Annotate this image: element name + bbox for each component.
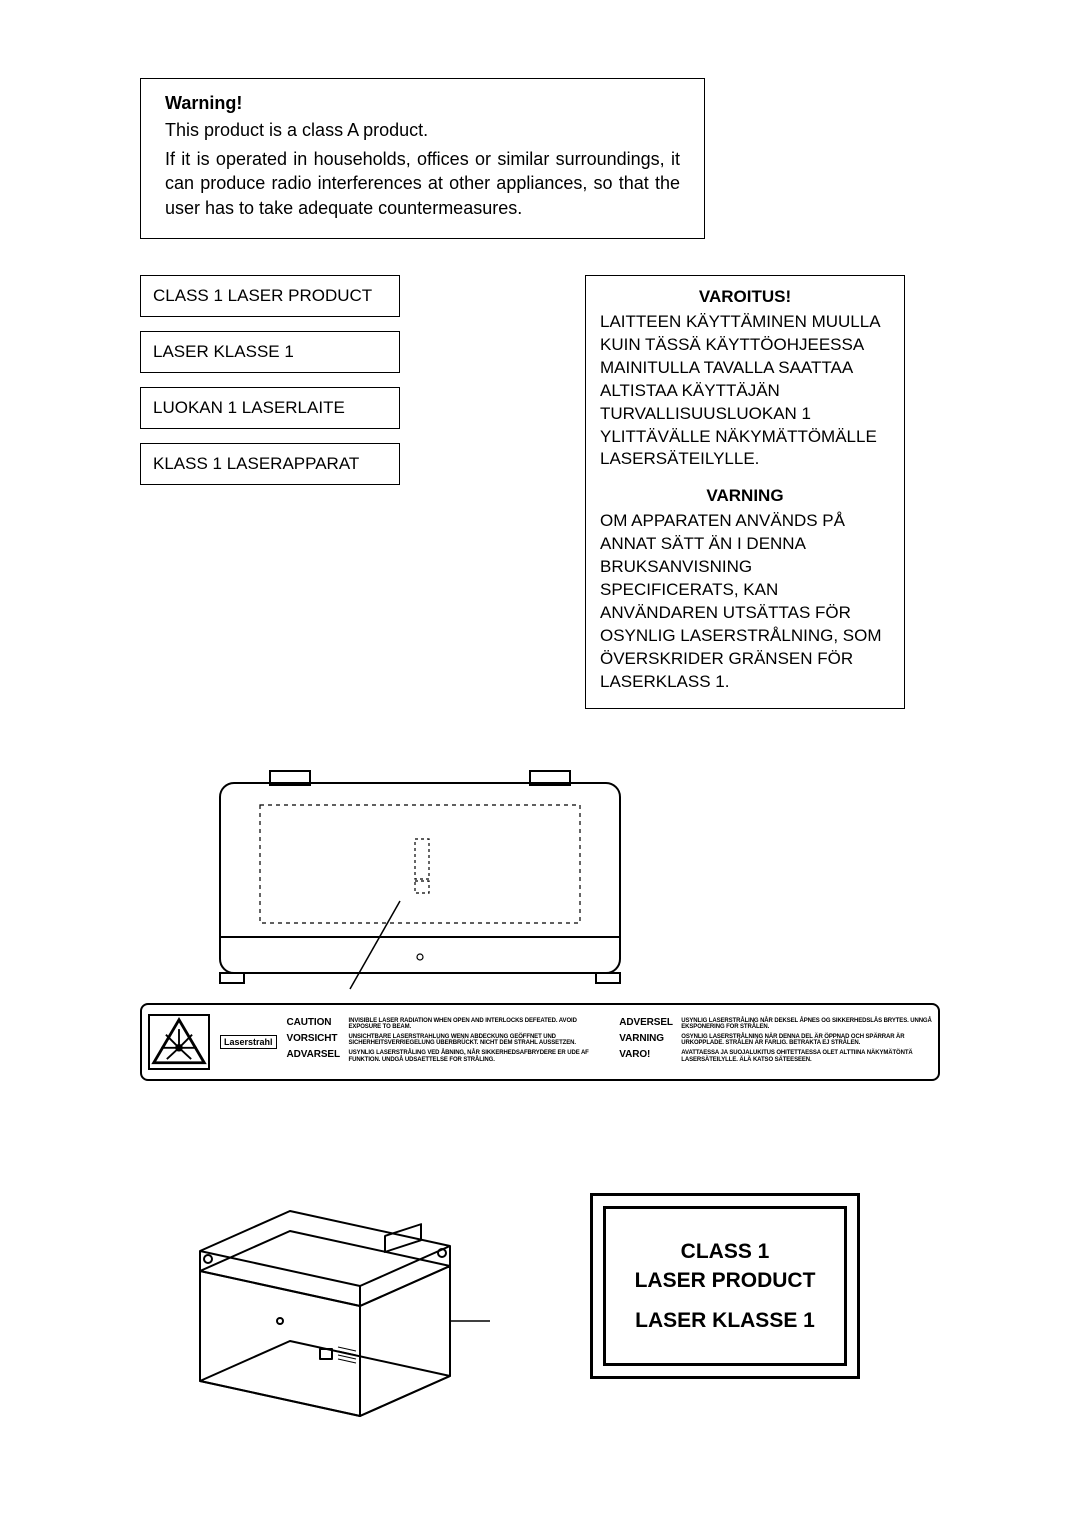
caution-body-text: OSYNLIG LASERSTRÅLNING NÄR DENNA DEL ÄR …: [681, 1034, 932, 1047]
warning-line1: This product is a class A product.: [165, 120, 680, 141]
printer-iso-icon: [160, 1151, 490, 1421]
class1-line1: CLASS 1: [624, 1237, 826, 1266]
caution-text-columns: CAUTION INVISIBLE LASER RADIATION WHEN O…: [287, 1018, 932, 1067]
caution-body-text: USYNLIG LASERSTRÅLING VED ÅBNING, NÅR SI…: [349, 1050, 600, 1063]
nordic-warning-box: VAROITUS! LAITTEEN KÄYTTÄMINEN MUULLA KU…: [585, 275, 905, 709]
laserstrahl-tag: Laserstrahl: [220, 1035, 277, 1049]
laser-class-box: LUOKAN 1 LASERLAITE: [140, 387, 400, 429]
laser-class-box: CLASS 1 LASER PRODUCT: [140, 275, 400, 317]
caution-col-left: CAUTION INVISIBLE LASER RADIATION WHEN O…: [287, 1018, 600, 1067]
printer-isometric-diagram: [160, 1151, 490, 1421]
caution-row: VORSICHT UNSICHTBARE LASERSTRAHLUNG WENN…: [287, 1034, 600, 1047]
laser-hazard-icon: [148, 1014, 210, 1070]
mid-row: CLASS 1 LASER PRODUCT LASER KLASSE 1 LUO…: [140, 275, 940, 709]
warning-line2: If it is operated in households, offices…: [165, 147, 680, 220]
schematic-section: Laserstrahl CAUTION INVISIBLE LASER RADI…: [140, 761, 940, 1081]
warning-box: Warning! This product is a class A produ…: [140, 78, 705, 239]
class1-line2: LASER PRODUCT: [624, 1266, 826, 1295]
warning-heading: Warning!: [165, 93, 680, 114]
caution-body-text: USYNLIG LASERSTRÅLING NÅR DEKSEL ÅPNES O…: [681, 1018, 932, 1031]
caution-label: Laserstrahl CAUTION INVISIBLE LASER RADI…: [140, 1003, 940, 1081]
varoitus-heading: VAROITUS!: [600, 286, 890, 309]
class1-line3: LASER KLASSE 1: [624, 1306, 826, 1335]
laser-class-box: LASER KLASSE 1: [140, 331, 400, 373]
printer-top-diagram: [210, 761, 630, 991]
caution-row: CAUTION INVISIBLE LASER RADIATION WHEN O…: [287, 1018, 600, 1031]
class1-label-box: CLASS 1 LASER PRODUCT LASER KLASSE 1: [590, 1193, 860, 1379]
caution-row: ADVARSEL USYNLIG LASERSTRÅLING VED ÅBNIN…: [287, 1050, 600, 1063]
caution-row: VARO! AVATTAESSA JA SUOJALUKITUS OHITETT…: [619, 1050, 932, 1063]
class1-label-inner: CLASS 1 LASER PRODUCT LASER KLASSE 1: [603, 1206, 847, 1366]
caution-col-right: ADVERSEL USYNLIG LASERSTRÅLING NÅR DEKSE…: [619, 1018, 932, 1067]
laser-class-box: KLASS 1 LASERAPPARAT: [140, 443, 400, 485]
caution-body-text: INVISIBLE LASER RADIATION WHEN OPEN AND …: [349, 1018, 600, 1031]
caution-label-text: VARNING: [619, 1034, 675, 1047]
caution-body-text: AVATTAESSA JA SUOJALUKITUS OHITETTAESSA …: [681, 1050, 932, 1063]
caution-label-text: ADVARSEL: [287, 1050, 343, 1063]
printer-top-icon: [210, 761, 630, 991]
laser-class-column: CLASS 1 LASER PRODUCT LASER KLASSE 1 LUO…: [140, 275, 400, 485]
caution-row: ADVERSEL USYNLIG LASERSTRÅLING NÅR DEKSE…: [619, 1018, 932, 1031]
caution-label-text: ADVERSEL: [619, 1018, 675, 1031]
caution-label-text: VARO!: [619, 1050, 675, 1063]
bottom-row: CLASS 1 LASER PRODUCT LASER KLASSE 1: [160, 1151, 940, 1421]
caution-body-text: UNSICHTBARE LASERSTRAHLUNG WENN ABDECKUN…: [349, 1034, 600, 1047]
varning-heading: VARNING: [600, 485, 890, 508]
caution-label-text: CAUTION: [287, 1018, 343, 1031]
varning-body: OM APPARATEN ANVÄNDS PÅ ANNAT SÄTT ÄN I …: [600, 510, 890, 694]
caution-label-text: VORSICHT: [287, 1034, 343, 1047]
caution-row: VARNING OSYNLIG LASERSTRÅLNING NÄR DENNA…: [619, 1034, 932, 1047]
varoitus-body: LAITTEEN KÄYTTÄMINEN MUULLA KUIN TÄSSÄ K…: [600, 311, 890, 472]
